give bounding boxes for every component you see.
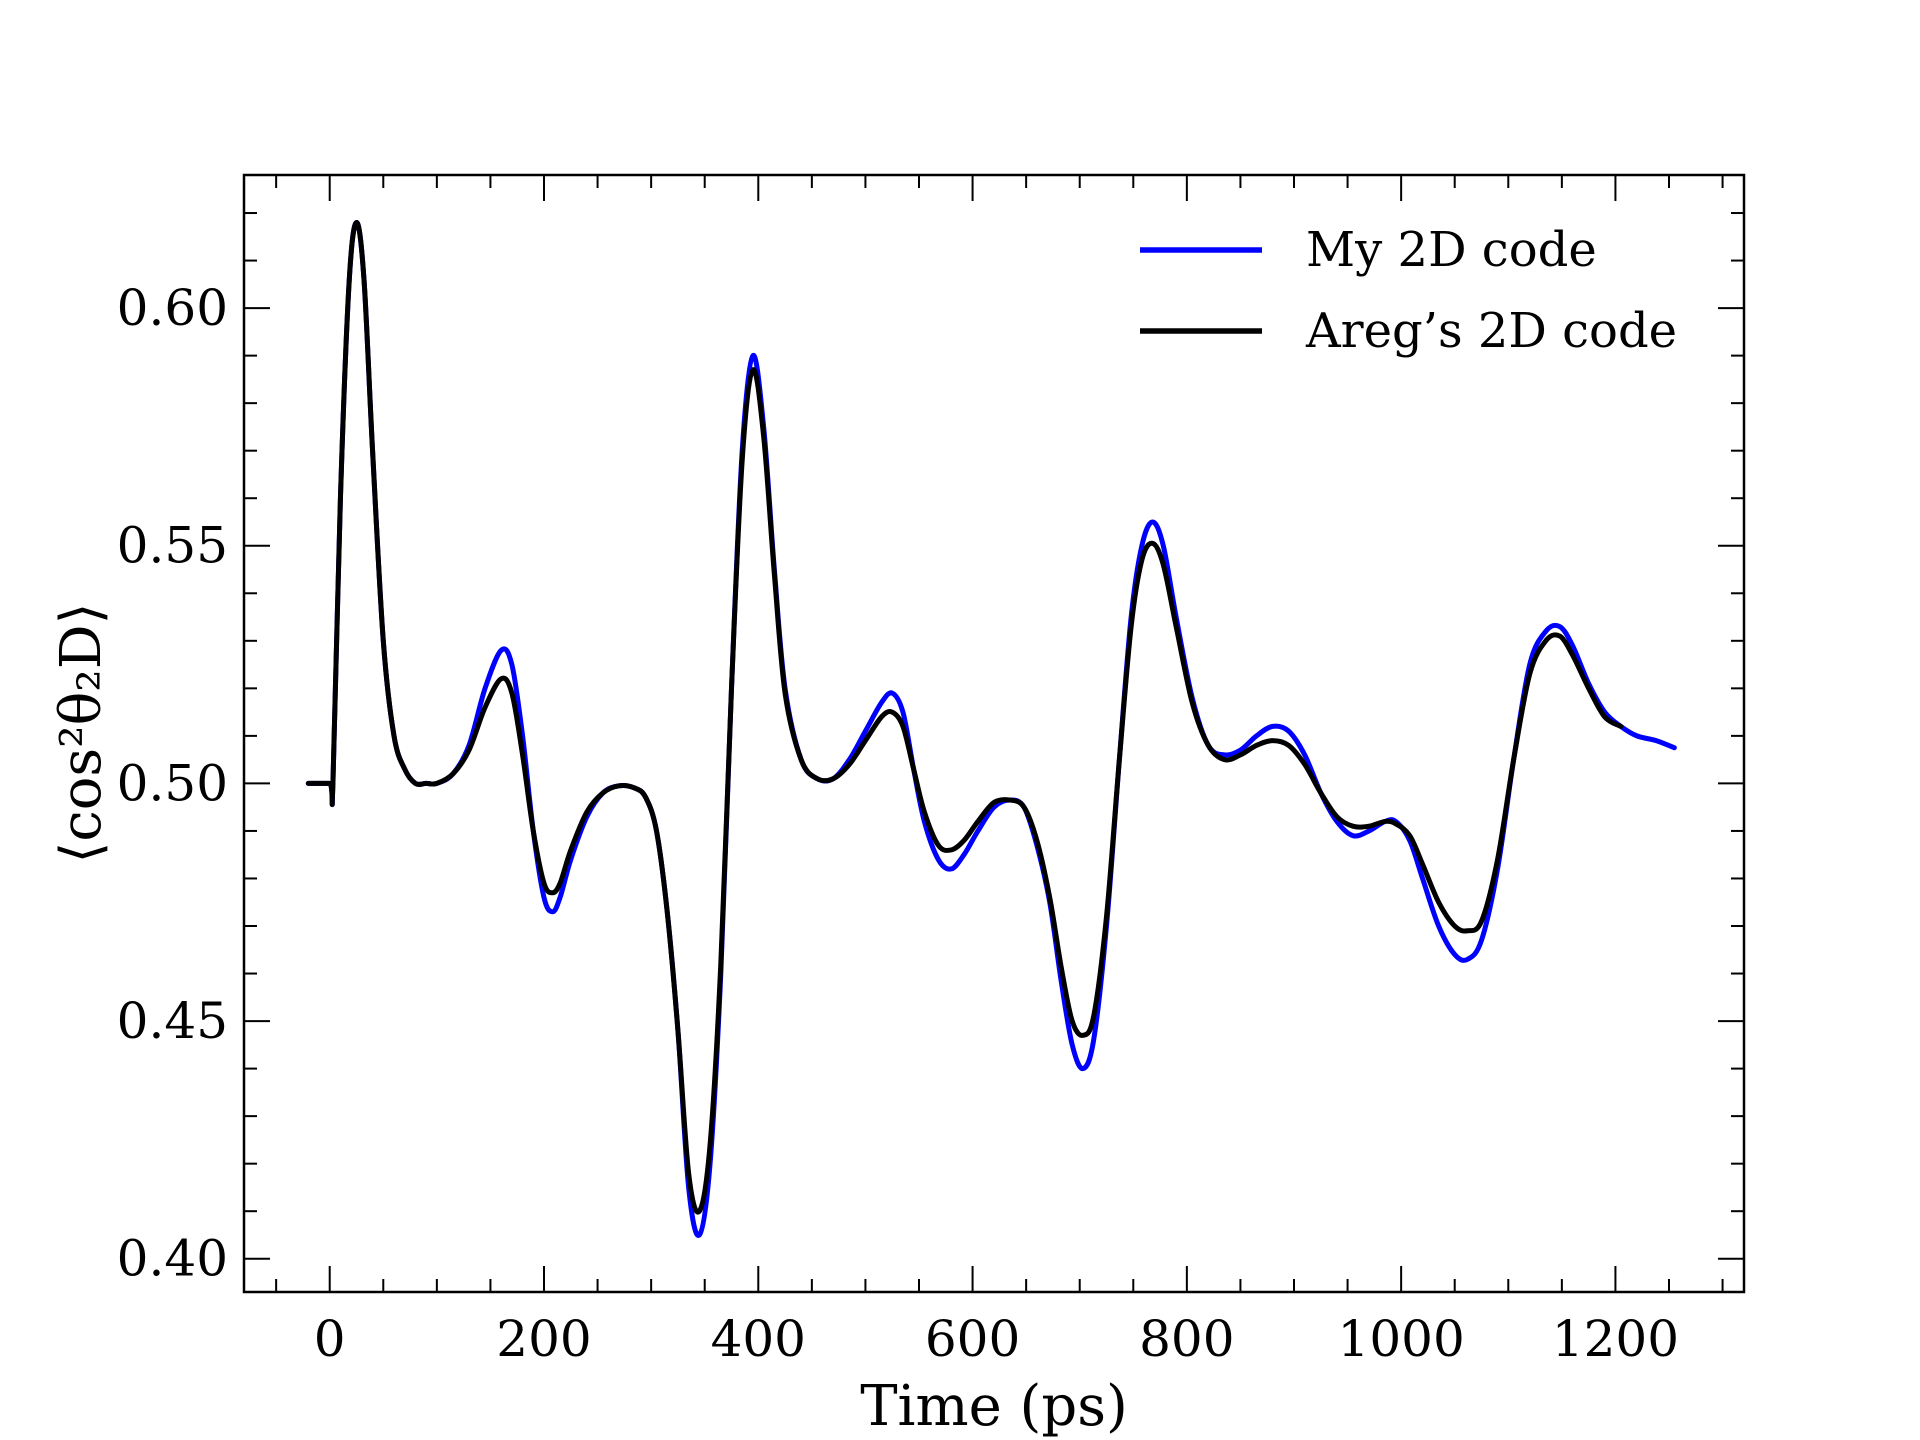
y-axis-title: ⟨cos²θ₂D⟩ (49, 602, 114, 863)
series-lines (305, 220, 1677, 1238)
y-tick-label: 0.45 (117, 992, 228, 1050)
legend: My 2D code Areg’s 2D code (1140, 222, 1677, 359)
series-line-aregs-2d-code (305, 220, 1624, 1215)
y-tick-label: 0.50 (117, 754, 228, 812)
x-tick-label: 1000 (1338, 1310, 1465, 1368)
x-axis-title: Time (ps) (860, 1374, 1128, 1439)
x-tick-label: 1200 (1552, 1310, 1679, 1368)
y-tick-label: 0.55 (117, 517, 228, 575)
x-tick-label: 200 (496, 1310, 591, 1368)
axes-frame (242, 173, 1746, 1294)
series-line-my-2d-code (305, 220, 1677, 1238)
x-tick-label: 400 (711, 1310, 806, 1368)
tick-labels: 0 200 400 600 800 1000 1200 0.40 0.45 0.50 0.55 0.6… (117, 279, 1679, 1368)
legend-label-aregs-2d-code: Areg’s 2D code (1305, 303, 1677, 359)
axis-ticks (244, 175, 1744, 1292)
x-tick-label: 600 (925, 1310, 1020, 1368)
y-tick-label: 0.60 (117, 279, 228, 337)
x-tick-label: 800 (1139, 1310, 1234, 1368)
x-tick-label: 0 (314, 1310, 346, 1368)
legend-label-my-2d-code: My 2D code (1306, 222, 1597, 278)
y-tick-label: 0.40 (117, 1230, 228, 1288)
